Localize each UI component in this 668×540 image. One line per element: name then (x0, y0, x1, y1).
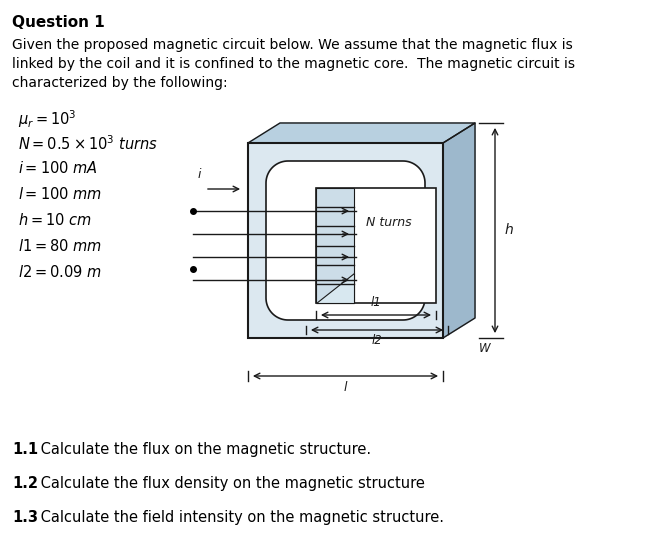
Text: 1.3: 1.3 (12, 510, 38, 525)
Text: $i = 100\ mA$: $i = 100\ mA$ (18, 160, 98, 176)
Text: Question 1: Question 1 (12, 15, 105, 30)
Text: $l1 = 80\ mm$: $l1 = 80\ mm$ (18, 238, 102, 254)
Polygon shape (316, 188, 354, 303)
Text: $l = 100\ mm$: $l = 100\ mm$ (18, 186, 102, 202)
Text: Given the proposed magnetic circuit below. We assume that the magnetic flux is: Given the proposed magnetic circuit belo… (12, 38, 572, 52)
Polygon shape (248, 143, 443, 338)
Polygon shape (248, 123, 475, 143)
Polygon shape (443, 123, 475, 338)
Text: l: l (344, 381, 347, 394)
Text: $h = 10\ cm$: $h = 10\ cm$ (18, 212, 92, 228)
Text: l2: l2 (371, 334, 382, 347)
Text: i: i (198, 168, 202, 181)
Text: l1: l1 (371, 296, 381, 309)
Text: $l2 = 0.09\ m$: $l2 = 0.09\ m$ (18, 264, 102, 280)
Text: W: W (479, 342, 490, 355)
Text: h: h (505, 224, 514, 238)
Text: N turns: N turns (366, 216, 411, 229)
Text: 1.1: 1.1 (12, 442, 38, 457)
Text: Calculate the flux density on the magnetic structure: Calculate the flux density on the magnet… (37, 476, 426, 491)
Text: characterized by the following:: characterized by the following: (12, 76, 228, 90)
Text: $\mu_r = 10^3$: $\mu_r = 10^3$ (18, 108, 77, 130)
Polygon shape (266, 161, 425, 320)
Text: Calculate the field intensity on the magnetic structure.: Calculate the field intensity on the mag… (37, 510, 444, 525)
Text: linked by the coil and it is confined to the magnetic core.  The magnetic circui: linked by the coil and it is confined to… (12, 57, 575, 71)
Text: Calculate the flux on the magnetic structure.: Calculate the flux on the magnetic struc… (37, 442, 371, 457)
Text: $N = 0.5 \times 10^3\ \mathit{turns}$: $N = 0.5 \times 10^3\ \mathit{turns}$ (18, 134, 158, 153)
Polygon shape (316, 273, 354, 303)
Polygon shape (316, 188, 436, 303)
Text: 1.2: 1.2 (12, 476, 38, 491)
